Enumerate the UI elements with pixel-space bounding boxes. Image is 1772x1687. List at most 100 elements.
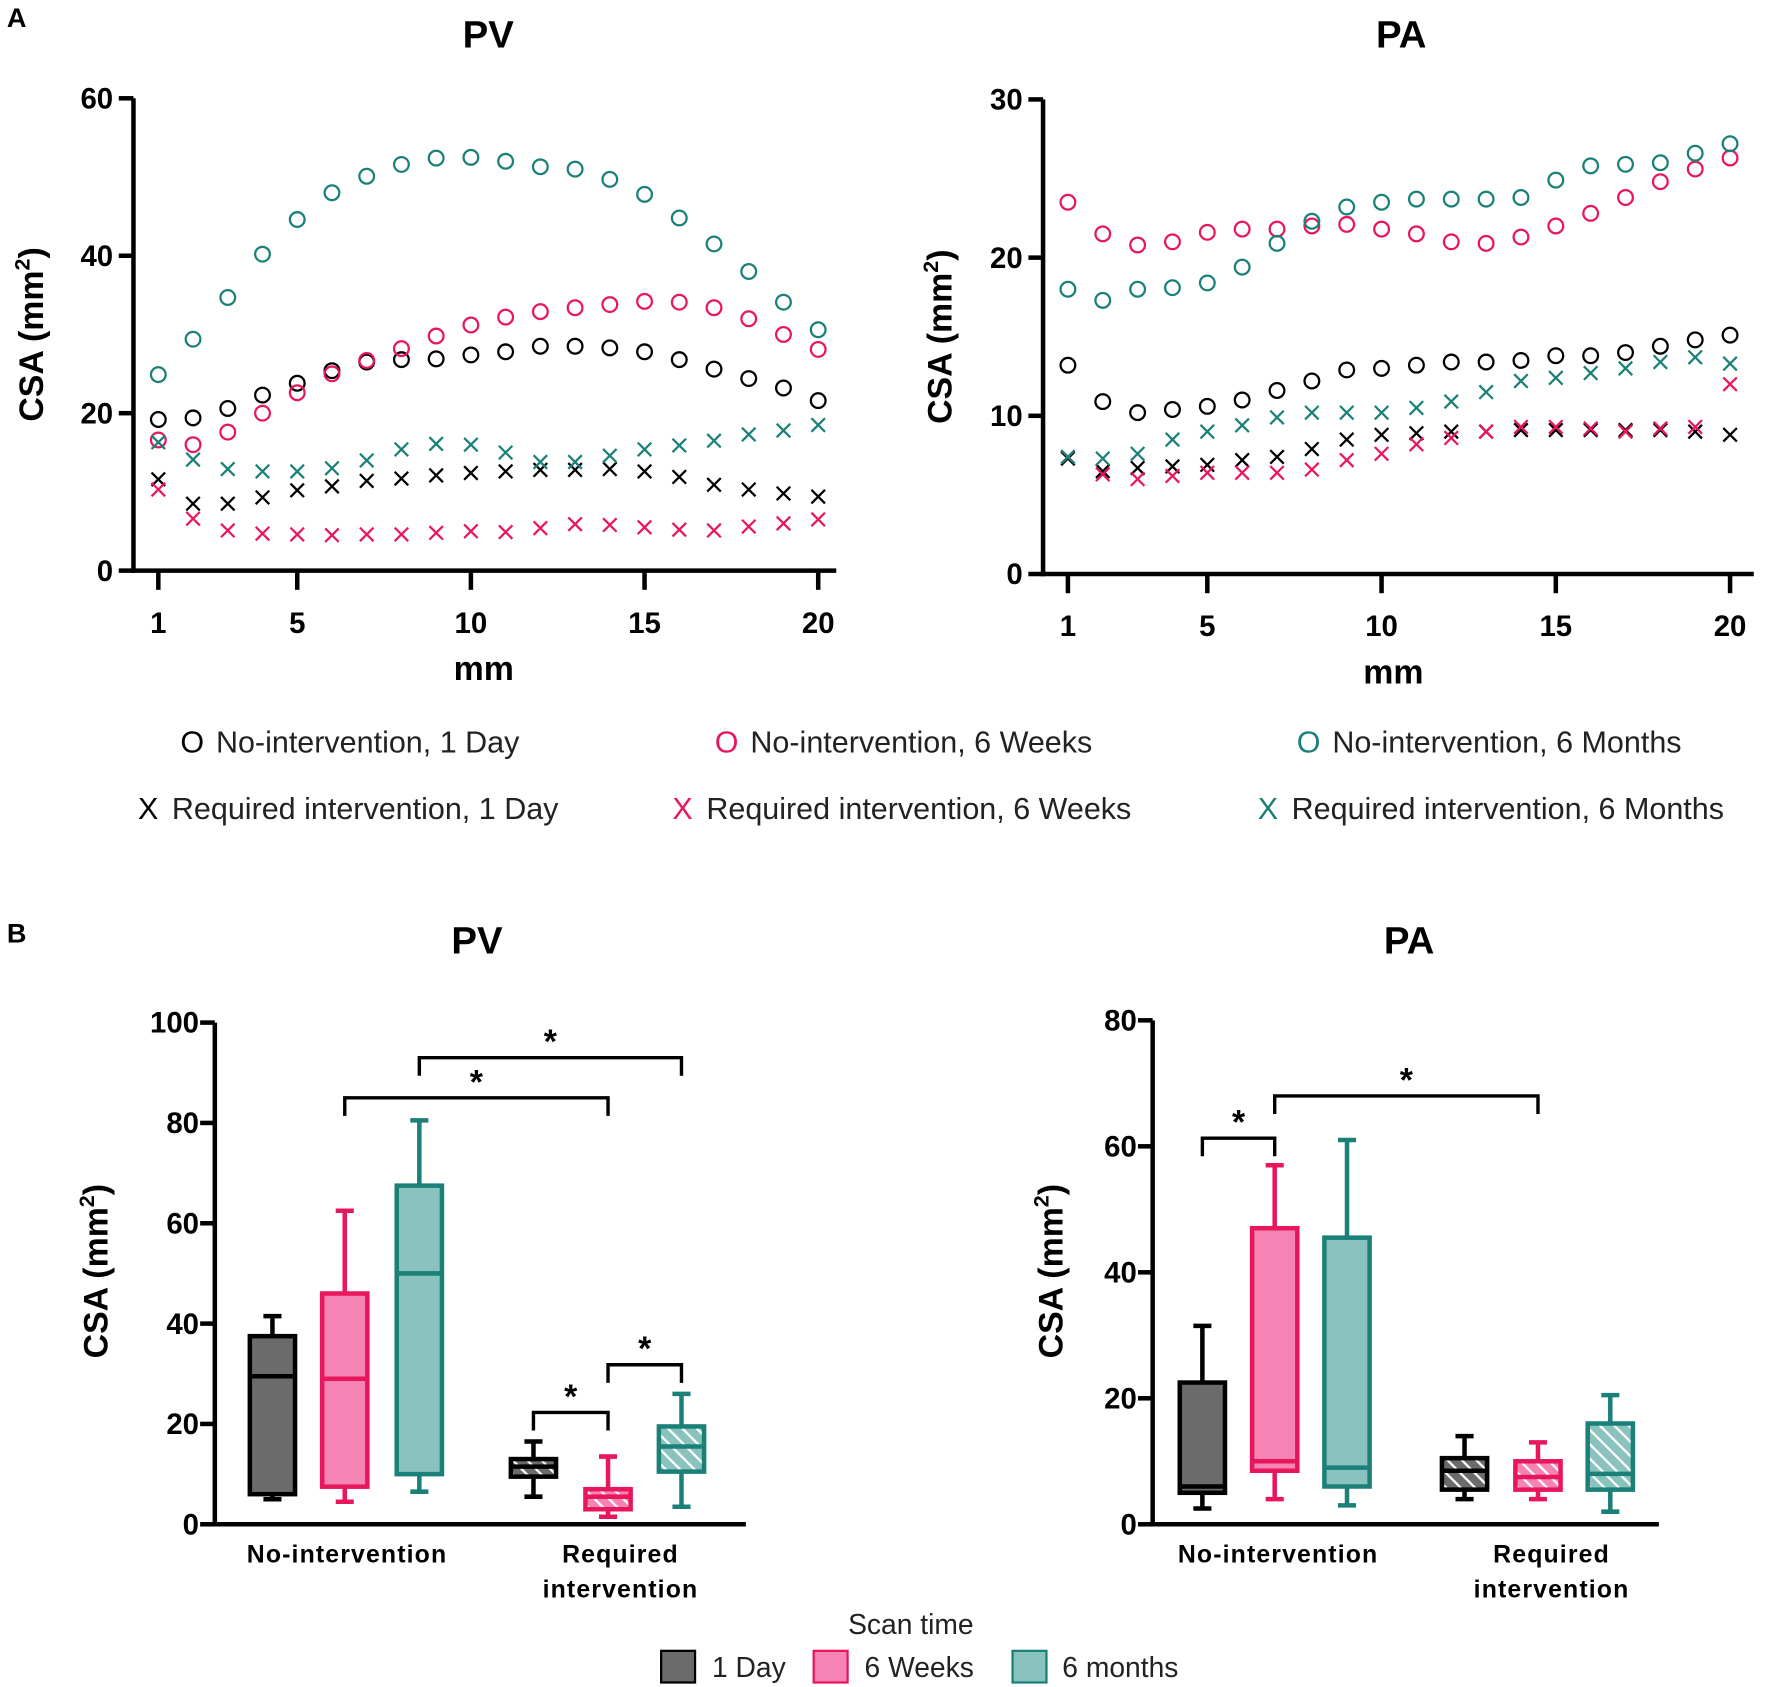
data-point-circle	[288, 374, 306, 392]
bracket-line	[1200, 1136, 1277, 1157]
legend-item: O No-intervention, 6 Weeks	[715, 726, 1092, 760]
data-point-x	[498, 444, 514, 461]
data-point-circle	[462, 346, 480, 364]
data-point-x	[671, 437, 687, 454]
data-point-circle	[1512, 189, 1530, 206]
data-point-circle	[1373, 220, 1391, 238]
data-point-x	[150, 434, 166, 450]
y-tick-label: 20	[80, 397, 113, 430]
series-2	[149, 148, 827, 384]
data-point-circle	[1651, 173, 1669, 191]
legend-label: 6 Weeks	[865, 1651, 974, 1683]
data-point-x	[567, 454, 583, 470]
data-point-circle	[1582, 157, 1600, 175]
data-point-circle	[1407, 190, 1425, 208]
data-point-x	[324, 460, 340, 476]
data-point-circle	[1303, 212, 1321, 230]
data-point-circle	[1338, 361, 1356, 379]
x-tick-label: 20	[1714, 610, 1747, 643]
data-point-circle	[1373, 193, 1391, 211]
x-axis-label: mm	[454, 650, 514, 688]
data-point-circle	[1686, 331, 1704, 349]
data-point-circle	[531, 337, 549, 355]
data-point-x	[706, 433, 722, 449]
data-point-circle	[705, 299, 723, 317]
data-point-circle	[1094, 393, 1112, 411]
y-tick-label: 40	[1104, 1256, 1137, 1289]
bracket-line	[1273, 1094, 1540, 1115]
data-point-circle	[636, 185, 654, 203]
box-chart-pv: PV 0 20 40 60 80 100 CSA (mm2) No-intervention Re…	[75, 920, 746, 1604]
data-point-x	[1269, 409, 1285, 425]
data-point-x	[393, 441, 410, 457]
data-point-x	[220, 461, 236, 477]
data-point-circle	[566, 160, 584, 178]
data-point-circle	[1094, 291, 1112, 309]
data-point-circle	[566, 337, 584, 355]
significance-star: *	[1232, 1104, 1246, 1142]
significance-star: *	[470, 1063, 484, 1101]
data-point-circle	[1059, 280, 1077, 298]
x-marker-icon: X	[1258, 792, 1278, 826]
data-point-x	[810, 489, 826, 505]
chart-title: PV	[451, 920, 503, 963]
series-1	[149, 292, 827, 454]
y-tick-label: 10	[990, 400, 1023, 433]
data-point-circle	[427, 149, 445, 167]
x-marker-icon: X	[672, 792, 692, 826]
data-point-circle	[1617, 189, 1634, 206]
data-point-circle	[219, 423, 237, 441]
data-point-circle	[705, 235, 723, 253]
legend-label: No-intervention, 6 Months	[1332, 726, 1681, 760]
data-point-x	[1687, 424, 1703, 440]
series-0	[149, 337, 827, 428]
bracket-line	[417, 1056, 684, 1076]
data-point-x	[359, 473, 375, 489]
data-point-x	[1722, 356, 1738, 372]
data-point-circle	[705, 360, 723, 378]
data-point-circle	[1477, 234, 1495, 252]
data-point-circle	[809, 321, 827, 339]
y-tick-label: 30	[990, 84, 1023, 117]
data-point-x	[185, 496, 201, 512]
data-point-x	[1164, 431, 1181, 448]
data-point-x	[775, 422, 792, 439]
box-iqr	[1177, 1380, 1228, 1496]
data-point-x	[1199, 465, 1215, 481]
data-point-circle	[1512, 228, 1530, 246]
box	[1439, 1433, 1490, 1502]
significance-bracket: *	[1273, 1061, 1540, 1115]
data-point-x	[1304, 405, 1320, 421]
data-point-x	[1722, 427, 1738, 443]
x-tick-label: 10	[1365, 610, 1398, 643]
data-point-x	[1408, 436, 1424, 452]
legend-item: 1 Day	[660, 1649, 787, 1684]
data-point-circle	[774, 325, 792, 343]
data-point-x	[324, 527, 340, 543]
data-point-x	[1548, 370, 1564, 386]
data-point-circle	[462, 316, 480, 334]
data-point-circle	[1477, 190, 1495, 208]
x-tick-label: 10	[455, 607, 488, 640]
data-point-circle	[601, 170, 619, 188]
data-point-x	[428, 436, 444, 452]
significance-bracket: *	[343, 1063, 610, 1116]
series-4	[1060, 376, 1738, 487]
data-point-x	[254, 463, 271, 480]
data-point-x	[1339, 452, 1355, 468]
y-axis-label: CSA (mm2)	[1030, 1184, 1071, 1358]
y-tick-label: 0	[1006, 558, 1022, 591]
data-point-x	[1687, 349, 1703, 365]
data-point-circle	[601, 339, 619, 357]
data-point-circle	[1303, 372, 1321, 390]
legend-item: X Required intervention, 6 Months	[1258, 792, 1724, 826]
y-tick-label: 60	[166, 1207, 199, 1240]
data-point-circle	[566, 299, 584, 317]
data-point-circle	[1198, 397, 1216, 415]
data-point-circle	[427, 327, 445, 345]
data-point-x	[1373, 427, 1390, 443]
data-point-circle	[1651, 154, 1669, 172]
data-point-x	[567, 516, 583, 532]
data-point-x	[220, 496, 236, 512]
data-point-x	[1373, 446, 1390, 462]
